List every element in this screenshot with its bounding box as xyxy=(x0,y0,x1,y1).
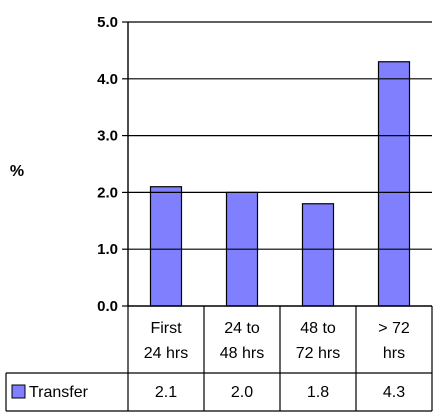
x-tick-label: hrs xyxy=(383,345,405,362)
bar-2 xyxy=(301,203,335,307)
y-axis-label: % xyxy=(10,163,24,180)
x-tick-label: First xyxy=(150,320,182,337)
y-tick-label: 5.0 xyxy=(97,14,118,31)
x-tick-label: 24 hrs xyxy=(144,345,188,362)
x-tick-label: 48 hrs xyxy=(220,345,264,362)
data-label: 2.1 xyxy=(155,384,177,401)
y-tick-label: 0.0 xyxy=(97,298,118,315)
data-label: 2.0 xyxy=(231,384,253,401)
x-tick-label: 72 hrs xyxy=(296,345,340,362)
plot-area xyxy=(149,61,411,307)
legend-swatch xyxy=(11,384,26,399)
y-tick-label: 1.0 xyxy=(97,241,118,258)
bar-0 xyxy=(149,186,183,307)
x-tick-label: 24 to xyxy=(224,320,260,337)
x-tick-label: 48 to xyxy=(300,320,336,337)
data-table: First 24 hrs 24 to 48 hrs 48 to 72 hrs > 72 hrs… xyxy=(5,306,433,412)
data-label: 4.3 xyxy=(383,384,405,401)
y-tick-label: 2.0 xyxy=(97,184,118,201)
axes: 0.0 1.0 2.0 3.0 4.0 5.0 xyxy=(97,14,432,315)
bar-3 xyxy=(377,61,411,307)
y-tick-label: 3.0 xyxy=(97,128,118,145)
y-tick-label: 4.0 xyxy=(97,71,118,88)
legend-label: Transfer xyxy=(29,384,89,401)
x-tick-label: > 72 xyxy=(378,320,410,337)
data-label: 1.8 xyxy=(307,384,329,401)
